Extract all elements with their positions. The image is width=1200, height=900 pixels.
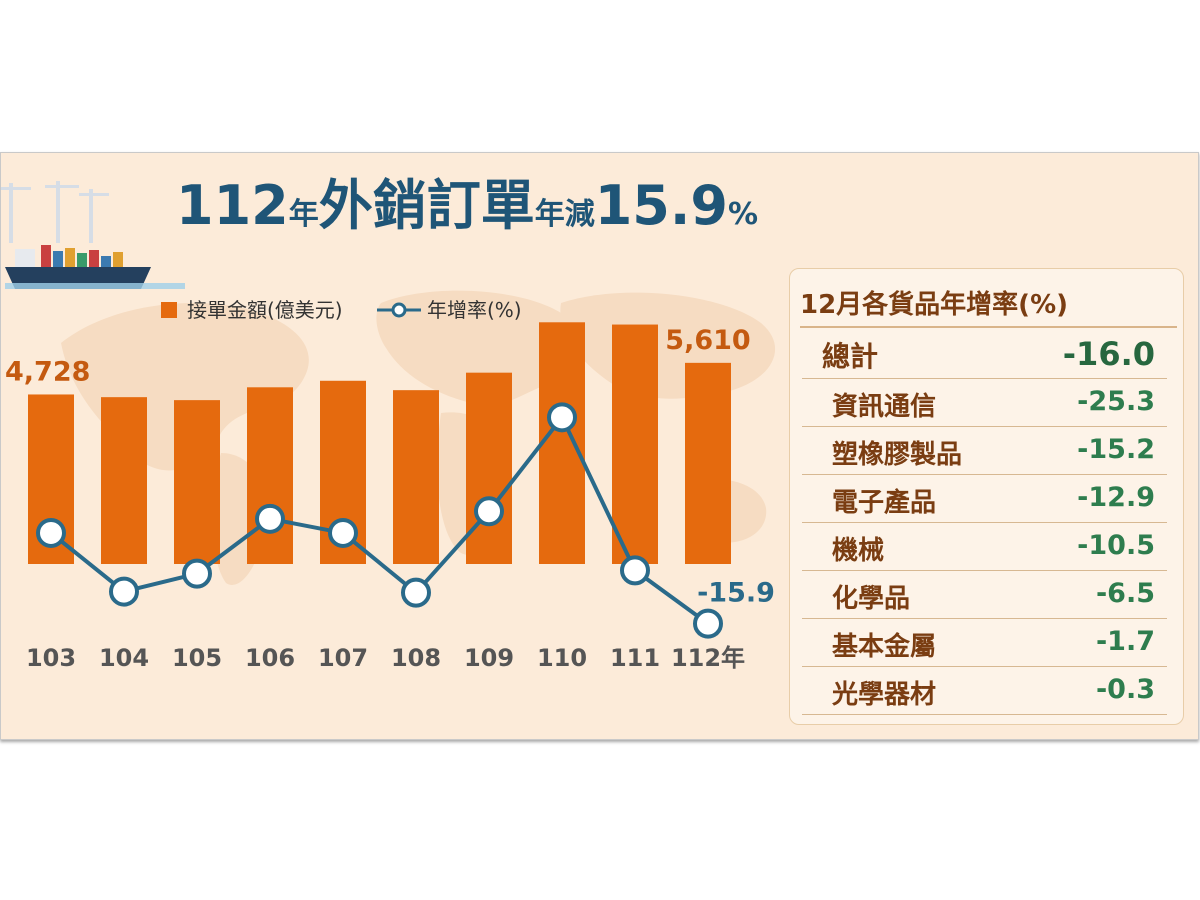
growth-point-3 [255, 503, 285, 534]
x-tick-label: 104 [99, 644, 149, 672]
growth-point-1 [109, 576, 139, 607]
title-rate: 15.9 [594, 174, 728, 237]
panel-row: 化學品 -6.5 [802, 571, 1167, 619]
x-tick-label: 105 [172, 644, 222, 672]
infographic-card: 103 104 105 106 107 108 109 110 111 112年 4,728 5,61… [0, 152, 1199, 740]
title-pct: % [727, 197, 759, 232]
data-label: 5,610 [665, 325, 750, 356]
panel-row-name: 塑橡膠製品 [832, 440, 963, 470]
panel-row-name: 化學品 [832, 584, 911, 614]
bars-layer [28, 322, 731, 564]
x-tick-label: 106 [245, 644, 295, 672]
chart-canvas: 103 104 105 106 107 108 109 110 111 112年 4,728 5,61… [1, 181, 776, 672]
x-tick-label: 110 [537, 644, 587, 672]
ship-illustration [1, 181, 185, 289]
x-tick-label: 111 [610, 644, 660, 672]
title-year: 112 [176, 174, 289, 237]
panel-row-name: 機械 [832, 536, 885, 566]
x-tick-label: 103 [26, 644, 76, 672]
chart-legend: 接單金額(億美元) 年增率(%) [161, 294, 522, 323]
panel-row: 塑橡膠製品 -15.2 [802, 427, 1167, 475]
panel-row-value: -12.9 [1077, 482, 1155, 513]
x-tick-label: 112年 [671, 644, 745, 672]
panel-row-value: -6.5 [1095, 578, 1155, 609]
growth-point-7 [547, 402, 577, 433]
growth-point-4 [328, 517, 358, 548]
growth-point-5 [401, 577, 431, 608]
panel-row-name: 總計 [822, 340, 879, 373]
panel-rows: 總計 -16.0 資訊通信 -25.3 塑橡膠製品 -15.2 電子產品 -12.9 機… [802, 331, 1167, 715]
bar-5 [393, 390, 439, 564]
growth-point-6 [474, 496, 504, 527]
legend-line-swatch [376, 302, 421, 318]
labels-layer: 103 104 105 106 107 108 109 110 111 112年 4,728 5,61… [5, 325, 775, 672]
legend-line-label: 年增率(%) [426, 298, 522, 322]
panel-row-value: -10.5 [1077, 530, 1155, 561]
title-main: 外銷訂單 [318, 174, 535, 237]
legend-bar-label: 接單金額(億美元) [187, 298, 343, 322]
growth-line [49, 413, 710, 626]
legend-line-item: 年增率(%) [376, 298, 522, 322]
panel-title: 12月各貨品年增率(%) [800, 290, 1068, 320]
panel-row: 資訊通信 -25.3 [802, 379, 1167, 427]
legend-bar-swatch [161, 302, 177, 318]
data-label: -15.9 [697, 578, 775, 609]
x-tick-label: 107 [318, 644, 368, 672]
category-growth-panel: 12月各貨品年增率(%) 總計 -16.0 資訊通信 -25.3 塑橡膠製品 -15.… [789, 268, 1184, 725]
x-tick-label: 109 [464, 644, 514, 672]
panel-row-name: 資訊通信 [832, 392, 937, 422]
panel-row: 基本金屬 -1.7 [802, 619, 1167, 667]
data-label: 4,728 [5, 356, 90, 387]
panel-row: 機械 -10.5 [802, 523, 1167, 571]
bar-9 [685, 362, 731, 564]
panel-row-name: 基本金屬 [832, 632, 937, 662]
bar-2 [174, 400, 220, 564]
growth-point-9 [693, 608, 723, 639]
growth-point-0 [36, 517, 66, 548]
panel-row-name: 電子產品 [832, 488, 937, 518]
panel-row-value: -0.3 [1095, 674, 1155, 705]
panel-row-name: 光學器材 [832, 680, 937, 710]
bar-8 [612, 324, 658, 564]
title-mid: 年減 [534, 197, 595, 232]
panel-row: 光學器材 -0.3 [802, 667, 1167, 715]
panel-row: 電子產品 -12.9 [802, 475, 1167, 523]
bar-7 [539, 322, 585, 564]
bar-3 [247, 387, 293, 564]
chart-title: 112年外銷訂單年減15.9% [176, 179, 758, 233]
x-tick-label: 108 [391, 644, 441, 672]
line-layer [36, 402, 723, 639]
growth-point-2 [182, 558, 212, 589]
panel-divider [800, 326, 1177, 328]
panel-row-value: -15.2 [1077, 434, 1155, 465]
panel-row-value: -25.3 [1077, 386, 1155, 417]
panel-row-value: -16.0 [1062, 335, 1155, 373]
panel-row-value: -1.7 [1095, 626, 1155, 657]
bar-1 [101, 397, 147, 564]
growth-point-8 [620, 555, 650, 586]
title-year-suffix: 年 [288, 197, 319, 232]
bar-6 [466, 372, 512, 564]
panel-row-total: 總計 -16.0 [802, 331, 1167, 379]
